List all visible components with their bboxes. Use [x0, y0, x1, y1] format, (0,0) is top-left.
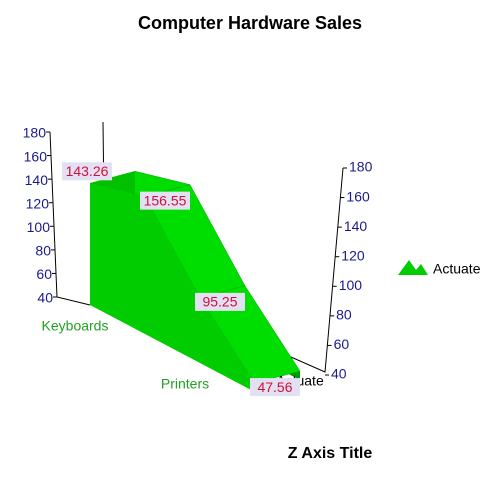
x-tick-label: Printers — [161, 376, 209, 392]
right-wall-edge — [274, 167, 344, 373]
legend-label: Actuate — [433, 261, 481, 277]
y-tick-label: 40 — [37, 290, 53, 306]
y-tick-label: 100 — [27, 219, 51, 235]
y2-tick-label: 80 — [336, 307, 352, 323]
y-tick-label: 180 — [23, 125, 47, 141]
z-axis-title: Z Axis Title — [288, 445, 373, 462]
chart-title: Computer Hardware Sales — [138, 13, 362, 33]
y-tick-label: 120 — [26, 195, 50, 211]
legend: Actuate — [398, 260, 481, 277]
value-label-bg — [62, 162, 112, 181]
value-label: 156.55 — [144, 192, 187, 208]
value-label-bg — [250, 378, 300, 397]
y2-tick-label: 100 — [339, 277, 363, 293]
y2-tick-label: 140 — [344, 218, 368, 234]
value-label: 143.26 — [66, 163, 109, 179]
value-label-bg — [195, 292, 245, 311]
y2-tick-label: 120 — [341, 247, 365, 263]
y2-tick-label: 40 — [331, 366, 347, 382]
y2-tick-label: 180 — [349, 159, 373, 175]
y-tick-label: 80 — [35, 243, 51, 259]
y-tick-label: 140 — [25, 172, 49, 188]
y2-tick-label: 160 — [346, 188, 370, 204]
legend-swatch — [398, 260, 428, 275]
value-label: 47.56 — [257, 379, 292, 395]
y2-tick-label: 60 — [334, 336, 350, 352]
value-label-bg — [140, 191, 190, 210]
value-label: 95.25 — [202, 294, 237, 310]
y-tick-label: 160 — [24, 148, 48, 164]
area — [90, 183, 255, 392]
y-tick-label: 60 — [36, 266, 52, 282]
left-wall-edge — [49, 131, 91, 306]
x-tick-label: Keyboards — [42, 318, 109, 334]
